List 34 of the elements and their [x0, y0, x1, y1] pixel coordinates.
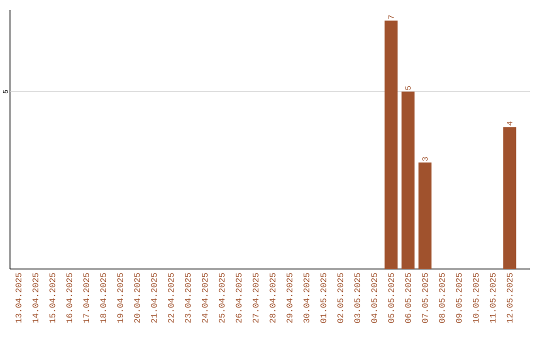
x-tick-label: 01.05.2025: [320, 273, 326, 323]
x-tick-label: 19.04.2025: [117, 273, 123, 323]
x-tick-label: 05.05.2025: [388, 273, 394, 323]
x-tick-label: 03.05.2025: [354, 273, 360, 323]
x-tick-label: 14.04.2025: [32, 273, 38, 323]
x-tick-label: 09.05.2025: [456, 273, 462, 323]
x-tick-label: 23.04.2025: [184, 273, 191, 323]
bar: [503, 127, 516, 269]
x-tick-label: 11.05.2025: [490, 273, 496, 323]
x-tick-label: 02.05.2025: [337, 273, 344, 323]
x-tick-label: 10.05.2025: [472, 273, 479, 323]
x-tick-label: 26.04.2025: [236, 273, 242, 323]
x-tick-label: 04.05.2025: [371, 273, 378, 323]
x-tick-label: 22.04.2025: [168, 273, 174, 323]
x-tick-label: 16.04.2025: [66, 273, 72, 323]
bar: [402, 92, 415, 269]
x-tick-label: 06.05.2025: [405, 273, 411, 323]
x-tick-label: 24.04.2025: [202, 273, 208, 323]
x-tick-label: 27.04.2025: [252, 273, 258, 323]
x-tick-label: 08.05.2025: [439, 273, 445, 323]
x-tick-label: 07.05.2025: [422, 273, 428, 323]
bar: [384, 20, 398, 269]
bar: [418, 162, 432, 269]
x-tick-label: 29.04.2025: [286, 273, 292, 323]
x-tick-label: 20.04.2025: [134, 273, 140, 323]
x-tick-label: 18.04.2025: [100, 273, 106, 323]
x-tick-label: 21.04.2025: [151, 273, 157, 323]
x-tick-label: 28.04.2025: [270, 273, 276, 323]
x-tick-label: 13.04.2025: [16, 273, 22, 323]
x-tick-label: 12.05.2025: [506, 273, 513, 323]
x-tick-label: 30.04.2025: [304, 273, 310, 323]
x-tick-label: 17.04.2025: [83, 273, 90, 323]
x-tick-label: 25.04.2025: [218, 273, 225, 323]
x-tick-label: 15.04.2025: [49, 273, 56, 323]
